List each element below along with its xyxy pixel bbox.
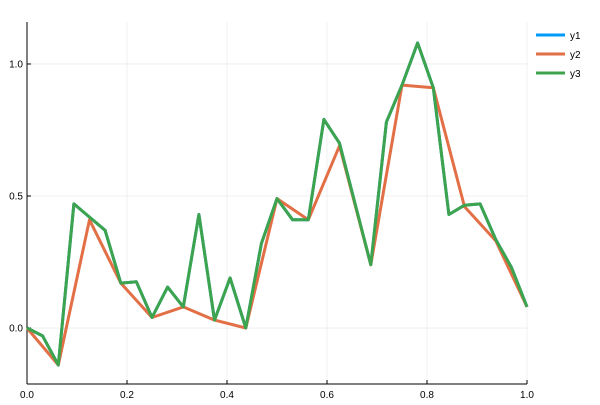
series-lines	[25, 41, 529, 367]
y-tick-label: 0.5	[9, 192, 23, 203]
series-line-y3	[26, 41, 529, 367]
x-tick-label: 0.4	[220, 390, 234, 400]
x-tick-label: 0.2	[120, 390, 134, 400]
legend-label-y2: y2	[570, 50, 581, 61]
legend: y1 y2 y3	[536, 31, 581, 80]
x-tick-label: 1.0	[520, 390, 534, 400]
legend-label-y1: y1	[570, 31, 581, 42]
legend-label-y3: y3	[570, 69, 581, 80]
tick-labels: 0.0 0.2 0.4 0.6 0.8 1.0 0.0 0.5 1.0	[9, 59, 534, 401]
x-tick-label: 0.6	[320, 390, 334, 400]
x-tick-label: 0.8	[420, 390, 434, 400]
y-tick-label: 0.0	[9, 324, 23, 335]
y-tick-label: 1.0	[9, 59, 23, 70]
grid	[26, 22, 528, 384]
axes	[26, 22, 528, 385]
series-line-y2	[25, 83, 529, 367]
x-tick-label: 0.0	[20, 390, 34, 400]
